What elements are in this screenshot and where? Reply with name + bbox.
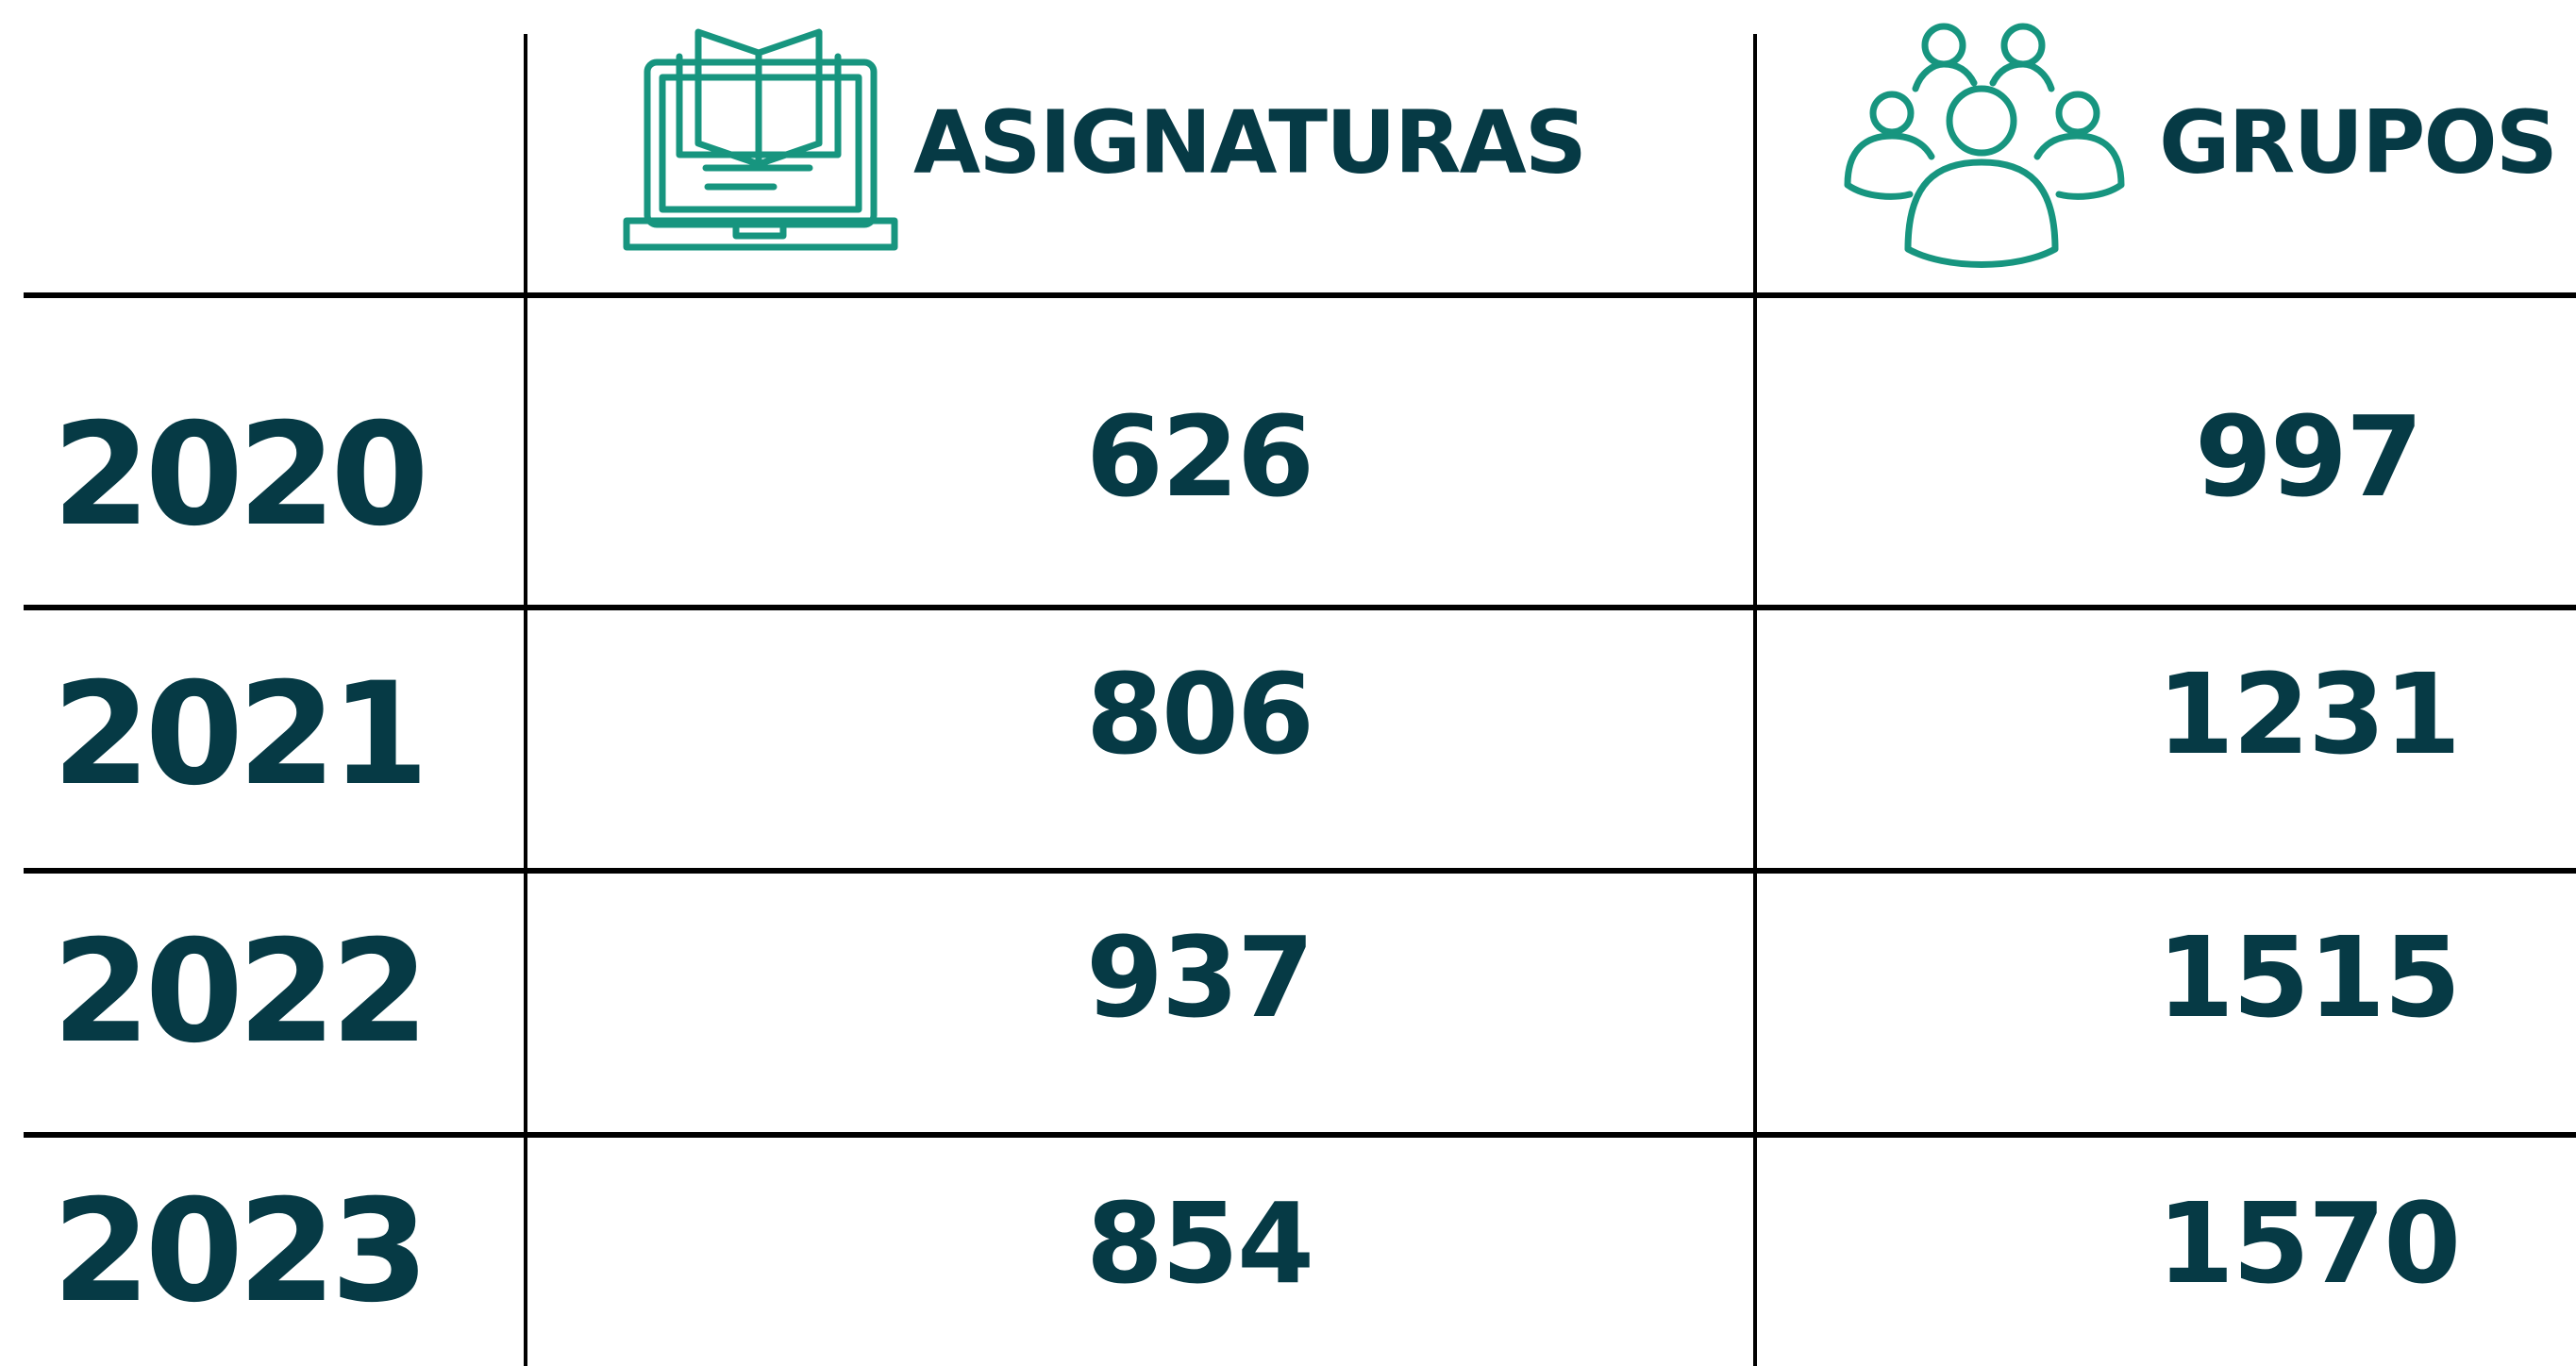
book-laptop-icon — [623, 28, 898, 251]
row-year: 2023 — [52, 1170, 423, 1334]
cell-value: 1570 — [2157, 1178, 2459, 1308]
grid — [24, 34, 2576, 1366]
row-year: 2020 — [52, 393, 423, 558]
cell-value: 937 — [1086, 912, 1313, 1042]
column-header: ASIGNATURAS — [913, 92, 1585, 192]
cell-value: 626 — [1086, 391, 1313, 522]
cell-value: 854 — [1086, 1178, 1313, 1308]
table-body: 2020 626 997 2021 806 1231 2022 937 1515 2023 854 1… — [52, 391, 2461, 1334]
column-header: GRUPOS — [2159, 92, 2556, 192]
row-year: 2021 — [52, 653, 423, 817]
group-icon — [1844, 23, 2125, 268]
cell-value: 1231 — [2157, 649, 2459, 779]
row-year: 2022 — [52, 910, 423, 1074]
cell-value: 806 — [1086, 649, 1313, 779]
cell-value: 1515 — [2157, 912, 2459, 1042]
cell-value: 997 — [2195, 391, 2421, 522]
